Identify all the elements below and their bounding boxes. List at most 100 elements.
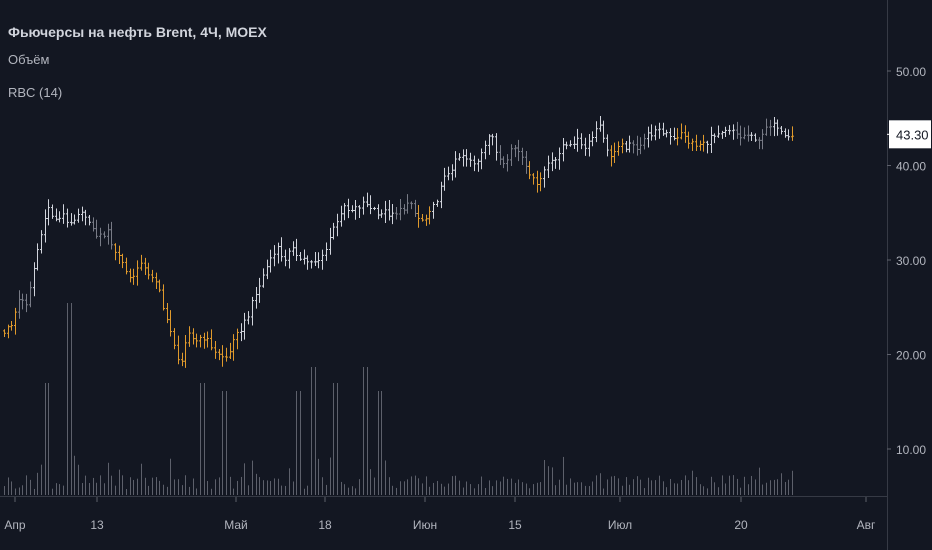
last-price-badge [889,120,931,149]
volume-bar [204,383,205,495]
time-tick-label: 20 [734,518,748,532]
volume-bar [511,478,512,495]
volume-bar [233,488,234,495]
volume-bar [111,475,112,495]
volume-bar [722,475,723,495]
volume-bar [370,469,371,495]
volume-bar [529,488,530,495]
volume-bar [74,455,75,495]
volume-bar [526,483,527,495]
volume-bar [281,485,282,495]
volume-bar [452,476,453,495]
volume-bar [607,479,608,495]
volume-bar [270,481,271,495]
volume-bar [315,367,316,495]
volume-bar [296,391,297,495]
volume-bar [714,482,715,495]
volume-bar [503,476,504,495]
volume-bar [137,478,138,495]
volume-bar [585,485,586,495]
volume-bar [655,480,656,495]
volume-bar [470,484,471,495]
volume-bar [614,475,615,495]
volume-bar [307,485,308,495]
volume-bar [478,484,479,495]
volume-bar [674,483,675,495]
volume-bar [259,477,260,495]
volume-bar [330,457,331,495]
volume-bar [300,391,301,495]
last-price-label: 43.30 [896,127,929,142]
volume-bar [396,487,397,495]
volume-bar [592,481,593,495]
volume-bar [455,475,456,495]
volume-bar [52,488,53,495]
volume-bar [603,488,604,495]
volume-bar [622,485,623,495]
volume-bar [774,479,775,495]
volume-bar [729,475,730,495]
volume-bar [426,476,427,495]
volume-bar [644,488,645,495]
volume-bar [85,475,86,495]
volume-bar [108,462,109,495]
volume-bar [352,486,353,495]
volume-bar [304,488,305,495]
time-tick-label: 18 [318,518,332,532]
volume-bar [56,483,57,495]
volume-bar [407,479,408,495]
volume-bar [751,475,752,495]
symbol-title[interactable]: Фьючерсы на нефть Brent, 4Ч, MOEX [8,24,267,40]
volume-bar [540,482,541,495]
volume-bar [348,487,349,495]
volume-bar [759,467,760,495]
time-tick-label: Июн [413,518,437,532]
time-tick-label: Апр [4,518,26,532]
volume-bar [11,481,12,495]
volume-bar [200,383,201,495]
volume-bar [256,473,257,495]
volume-bar [544,460,545,495]
volume-bar [333,383,334,495]
indicator-legend[interactable]: RBC (14) [8,85,63,100]
volume-bar [67,303,68,495]
volume-bar [34,488,35,495]
volume-bar [63,485,64,495]
volume-bar [766,482,767,495]
volume-bar [785,481,786,495]
volume-bar [363,367,364,495]
volume-legend[interactable]: Объём [8,52,50,67]
volume-bar [489,480,490,495]
volume-bar [392,485,393,495]
volume-bar [285,485,286,495]
volume-bar [533,484,534,495]
volume-bar [404,481,405,495]
volume-bar [596,475,597,495]
volume-bar [555,485,556,495]
volume-bar [762,484,763,495]
volume-bar [415,475,416,495]
volume-bar [670,478,671,495]
volume-bar [611,476,612,495]
volume-bar [463,487,464,495]
volume-bar [522,482,523,495]
volume-bar [119,469,120,495]
volume-bar [400,481,401,495]
volume-bar [389,477,390,495]
volume-bar [189,486,190,495]
volume-bar [196,488,197,495]
volume-bar [688,480,689,495]
volume-bar [737,478,738,495]
volume-bar [326,484,327,495]
volume-bar [237,480,238,495]
volume-bar [359,479,360,495]
volume-bar [707,488,708,495]
volume-bar [448,483,449,495]
volume-bar [274,478,275,495]
volume-bar [507,478,508,495]
volume-bar [100,475,101,495]
volume-bar [474,488,475,495]
volume-bar [500,481,501,495]
